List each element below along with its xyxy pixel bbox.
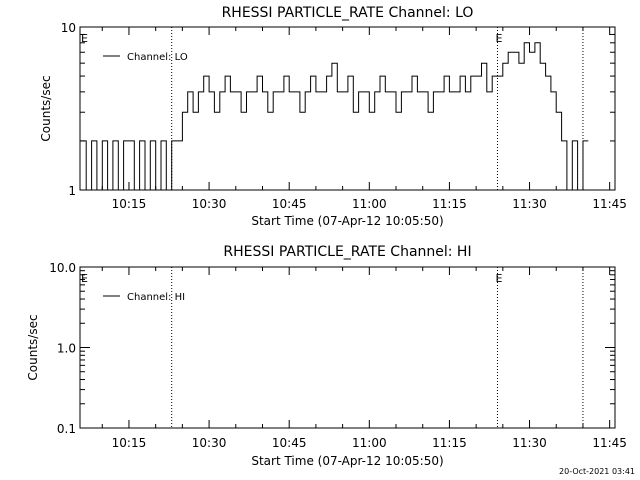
y-tick-label: 1.0 bbox=[57, 342, 76, 356]
y-axis-label: Counts/sec bbox=[39, 75, 53, 141]
chart-panel-1: RHESSI PARTICLE_RATE Channel: LO 10:15 10:… bbox=[39, 5, 627, 228]
event-label: E bbox=[495, 272, 502, 285]
x-tick-label: 11:00 bbox=[352, 436, 387, 450]
y-tick-label: 0.1 bbox=[57, 422, 76, 436]
x-axis-label: Start Time (07-Apr-12 10:05:50) bbox=[251, 454, 443, 468]
y-tick-label: 10 bbox=[61, 21, 76, 35]
x-tick-label: 10:45 bbox=[272, 197, 307, 211]
legend-entry: Channel: HI bbox=[127, 292, 185, 303]
chart-title: RHESSI PARTICLE_RATE Channel: LO bbox=[222, 5, 474, 21]
x-tick-label: 11:45 bbox=[592, 197, 627, 211]
timestamp: 20-Oct-2021 03:41 bbox=[559, 467, 635, 476]
chart-panel-2: RHESSI PARTICLE_RATE Channel: HI 10:15 10:… bbox=[26, 244, 627, 468]
chart-title: RHESSI PARTICLE_RATE Channel: HI bbox=[223, 244, 471, 260]
x-tick-label: 11:15 bbox=[432, 436, 467, 450]
x-axis-label: Start Time (07-Apr-12 10:05:50) bbox=[251, 214, 443, 228]
event-label: E bbox=[81, 32, 88, 45]
x-tick-label: 10:45 bbox=[272, 436, 307, 450]
legend-entry: Channel: LO bbox=[127, 52, 188, 63]
y-tick-label: 1 bbox=[68, 184, 76, 198]
event-label: E bbox=[495, 32, 502, 45]
x-tick-label: 10:15 bbox=[112, 197, 147, 211]
x-tick-label: 10:30 bbox=[192, 197, 227, 211]
x-tick-label: 11:30 bbox=[512, 436, 547, 450]
plot-frame bbox=[79, 26, 616, 191]
x-tick-label: 11:00 bbox=[352, 197, 387, 211]
x-tick-label: 11:30 bbox=[512, 197, 547, 211]
x-tick-label: 10:15 bbox=[112, 436, 147, 450]
x-tick-label: 11:45 bbox=[592, 436, 627, 450]
x-tick-label: 10:30 bbox=[192, 436, 227, 450]
y-tick-label: 10.0 bbox=[49, 261, 76, 275]
x-tick-label: 11:15 bbox=[432, 197, 467, 211]
data-series-line bbox=[80, 42, 589, 191]
event-label: E bbox=[81, 272, 88, 285]
y-axis-label: Counts/sec bbox=[26, 314, 40, 380]
